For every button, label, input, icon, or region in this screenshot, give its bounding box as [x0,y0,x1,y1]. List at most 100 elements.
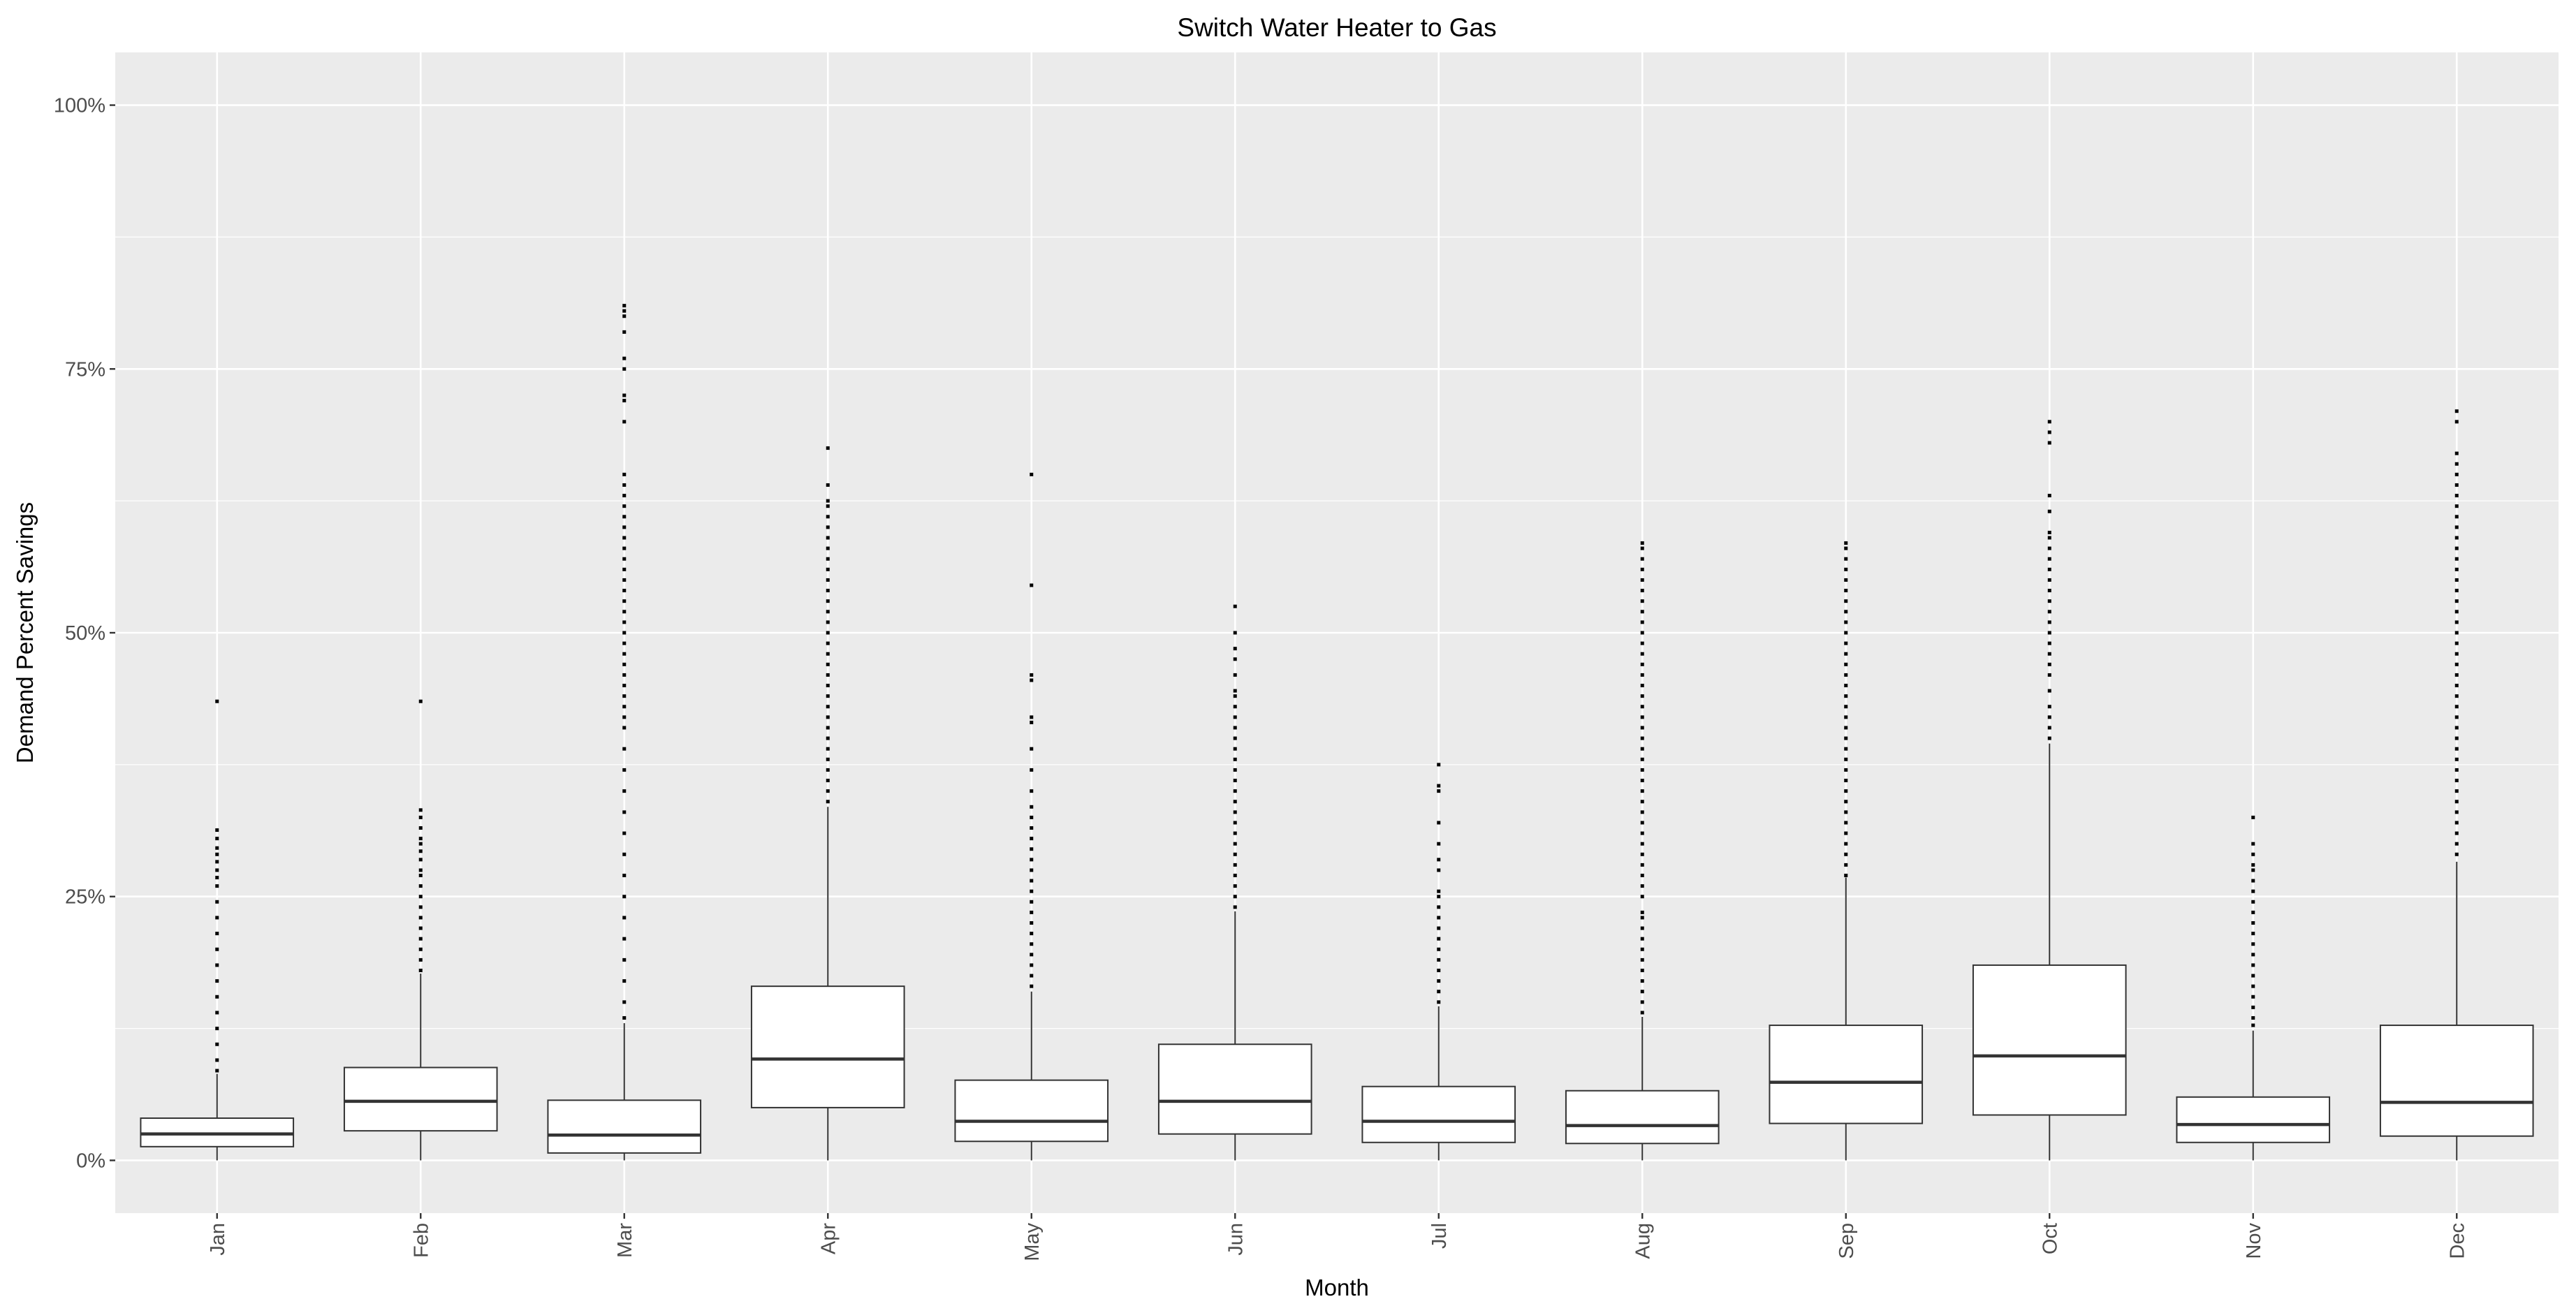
outlier-point [1030,678,1034,682]
outlier-point [1437,905,1441,909]
y-tick-label: 0% [76,1150,105,1172]
outlier-point [1437,842,1441,846]
outlier-point [1233,800,1237,804]
boxes-layer [140,304,2534,1161]
outlier-point [1030,720,1034,724]
outlier-point [215,868,219,872]
outlier-point [2047,705,2051,709]
outlier-point [826,483,830,487]
outlier-point [1640,610,1644,614]
outlier-point [1844,768,1848,772]
outlier-point [1233,657,1237,661]
outlier-point [418,808,423,812]
outlier-point [215,1058,219,1062]
y-tick-label: 100% [54,95,105,117]
outlier-point [1640,747,1644,751]
outlier-point [2454,567,2459,571]
x-tick-label: Aug [1632,1223,1654,1259]
outlier-point [2251,1023,2255,1027]
outlier-point [1030,826,1034,830]
outlier-point [1844,726,1848,730]
outlier-point [1844,673,1848,677]
x-tick-label: Dec [2446,1223,2468,1259]
outlier-point [2047,662,2051,666]
outlier-point [622,309,627,313]
outlier-point [622,589,627,593]
outlier-point [622,356,627,360]
outlier-point [418,937,423,941]
outlier-point [1844,541,1848,545]
outlier-point [1640,884,1644,888]
outlier-point [1437,958,1441,962]
x-tick-label: Sep [1836,1223,1858,1259]
outlier-point [1844,736,1848,740]
outlier-point [1844,641,1848,645]
outlier-point [1640,958,1644,962]
outlier-point [1030,974,1034,978]
outlier-point [1233,705,1237,709]
outlier-point [2454,409,2459,413]
outlier-point [1844,757,1848,761]
outlier-point [1640,810,1644,814]
outlier-point [1640,546,1644,550]
outlier-point [2454,726,2459,730]
outlier-point [1233,905,1237,909]
box-iqr [1769,1025,1924,1124]
x-tick-label: May [1021,1223,1044,1261]
outlier-point [1030,715,1034,719]
outlier-point [2251,995,2255,999]
outlier-point [826,599,830,603]
outlier-point [622,515,627,519]
outlier-point [2047,599,2051,603]
outlier-point [2251,910,2255,914]
box-iqr [954,1079,1109,1143]
outlier-point [826,694,830,698]
outlier-point [1844,610,1848,614]
outlier-point [1437,858,1441,862]
outlier-point [2454,420,2459,424]
outlier-point [215,947,219,951]
outlier-point [418,895,423,899]
box-nov [2176,815,2331,1161]
outlier-point [1640,800,1644,804]
outlier-point [2454,684,2459,688]
outlier-point [215,1069,219,1073]
outlier-point [826,673,830,677]
outlier-point [2454,504,2459,508]
outlier-point [2454,525,2459,529]
outlier-point [1030,472,1034,476]
outlier-point [1640,557,1644,561]
outlier-point [622,673,627,677]
outlier-point [826,726,830,730]
outlier-point [1437,889,1441,893]
outlier-point [2454,620,2459,624]
outlier-point [826,705,830,709]
outlier-point [826,589,830,593]
outlier-point [2047,557,2051,561]
outlier-point [2047,736,2051,740]
outlier-point [622,557,627,561]
outlier-point [622,599,627,603]
outlier-point [1233,842,1237,846]
box-iqr [750,985,905,1108]
outlier-point [622,494,627,498]
outlier-point [826,499,830,503]
outlier-point [215,884,219,888]
outlier-point [1640,852,1644,856]
outlier-point [215,1011,219,1015]
outlier-point [622,472,627,476]
minor-grid [115,236,2559,1029]
outlier-point [2251,863,2255,867]
outlier-point [1844,578,1848,582]
outlier-point [1640,684,1644,688]
outlier-point [1844,589,1848,593]
outlier-point [2251,815,2255,819]
outlier-point [1640,831,1644,835]
outlier-point [1233,631,1237,635]
outlier-point [1640,1000,1644,1004]
x-tick-labels: Jan Feb Mar Apr May Jun Jul Aug Sep Oct Nov Dec [207,1223,2469,1261]
outlier-point [826,631,830,635]
outlier-point [622,979,627,983]
outlier-point [622,399,627,403]
outlier-point [622,393,627,397]
